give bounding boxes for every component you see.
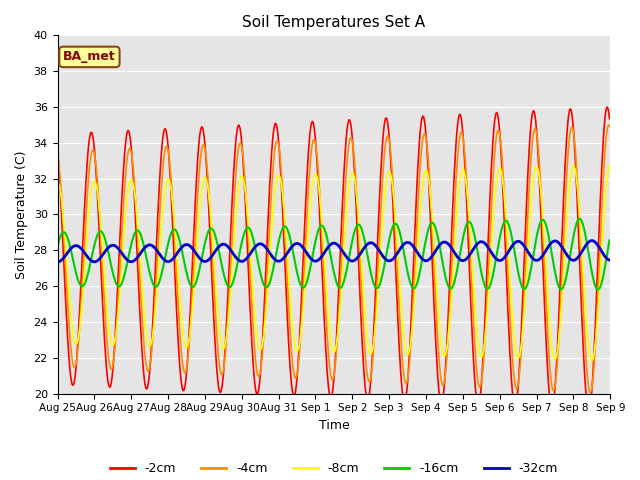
X-axis label: Time: Time <box>319 419 349 432</box>
Text: BA_met: BA_met <box>63 50 116 63</box>
Legend: -2cm, -4cm, -8cm, -16cm, -32cm: -2cm, -4cm, -8cm, -16cm, -32cm <box>105 457 563 480</box>
Title: Soil Temperatures Set A: Soil Temperatures Set A <box>243 15 426 30</box>
Y-axis label: Soil Temperature (C): Soil Temperature (C) <box>15 150 28 279</box>
